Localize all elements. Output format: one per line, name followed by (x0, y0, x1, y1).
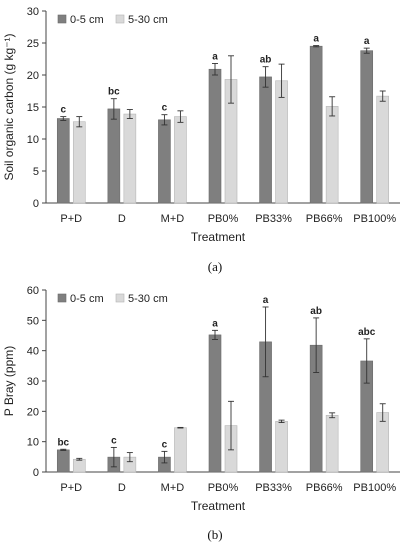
chart-panel-b: 0 10 20 30 40 50 60 P Bray (ppm) bc P+D c Dc M+D a PB0… (2, 285, 400, 542)
y-tick-label: 10 (27, 134, 39, 146)
bar (174, 116, 187, 204)
bar (174, 427, 187, 473)
significance-label: ab (310, 306, 322, 317)
significance-label: a (212, 51, 218, 62)
bar (123, 113, 137, 204)
bar (275, 421, 288, 473)
x-tick-label: PB0% (208, 213, 239, 225)
x-tick-label: PB33% (255, 213, 292, 225)
y-tick-label: 60 (27, 285, 39, 297)
x-tick-label: PB0% (208, 482, 239, 494)
bar (309, 45, 323, 204)
significance-label: c (162, 103, 168, 114)
y-tick-label: 20 (27, 406, 39, 418)
bar (208, 334, 222, 473)
significance-label: ab (260, 55, 272, 66)
x-tick-label: PB66% (306, 482, 343, 494)
significance-label: a (212, 318, 218, 329)
significance-label: a (313, 34, 319, 45)
bar (56, 118, 70, 204)
y-axis-label: P Bray (ppm) (2, 346, 16, 416)
bar (275, 80, 288, 204)
bar (56, 449, 70, 473)
y-tick-label: 15 (27, 102, 39, 114)
y-axis-label: Soil organic carbon (g kg⁻¹) (2, 33, 16, 180)
legend-swatch (115, 293, 125, 303)
panel-label: (b) (207, 527, 222, 542)
chart-panel-a: 0 5 10 15 20 25 30 Soil organic carbon (g kg⁻¹)… (2, 6, 400, 274)
bar (208, 68, 222, 204)
y-tick-label: 0 (33, 198, 39, 210)
bar (376, 95, 390, 204)
y-tick-label: 20 (27, 70, 39, 82)
legend-label: 5-30 cm (128, 14, 168, 26)
bar (72, 121, 86, 204)
x-tick-label: M+D (161, 213, 185, 225)
bar (72, 458, 86, 473)
panel-label: (a) (208, 259, 222, 274)
x-axis-label: Treatment (191, 230, 246, 244)
x-tick-label: PB100% (353, 213, 396, 225)
x-tick-label: PB66% (306, 213, 343, 225)
legend-label: 0-5 cm (70, 14, 104, 26)
x-tick-label: D (118, 213, 126, 225)
significance-label: bc (108, 87, 120, 98)
legend-label: 5-30 cm (128, 293, 168, 305)
x-tick-label: P+D (60, 482, 82, 494)
bar (325, 106, 339, 204)
significance-label: bc (57, 437, 69, 448)
significance-label: c (162, 439, 168, 450)
y-tick-label: 25 (27, 38, 39, 50)
significance-label: a (263, 295, 269, 306)
legend-swatch (57, 293, 67, 303)
x-tick-label: PB33% (255, 482, 292, 494)
x-tick-label: M+D (161, 482, 185, 494)
legend-swatch (115, 14, 125, 24)
bar (360, 50, 374, 204)
significance-label: c (61, 105, 67, 116)
x-tick-label: PB100% (353, 482, 396, 494)
legend-label: 0-5 cm (70, 293, 104, 305)
x-axis-label: Treatment (191, 499, 246, 513)
bar (158, 119, 171, 204)
y-tick-label: 40 (27, 346, 39, 358)
bar (107, 108, 121, 204)
y-tick-label: 5 (33, 166, 39, 178)
x-tick-label: P+D (60, 213, 82, 225)
y-tick-label: 30 (27, 6, 39, 18)
significance-label: a (364, 36, 370, 47)
y-tick-label: 30 (27, 376, 39, 388)
bar (325, 414, 339, 473)
legend-swatch (57, 14, 67, 24)
y-tick-label: 0 (33, 467, 39, 479)
significance-label: c (111, 435, 117, 446)
y-tick-label: 10 (27, 437, 39, 449)
y-tick-label: 50 (27, 315, 39, 327)
bar (259, 76, 272, 204)
x-tick-label: D (118, 482, 126, 494)
significance-label: abc (358, 327, 376, 338)
